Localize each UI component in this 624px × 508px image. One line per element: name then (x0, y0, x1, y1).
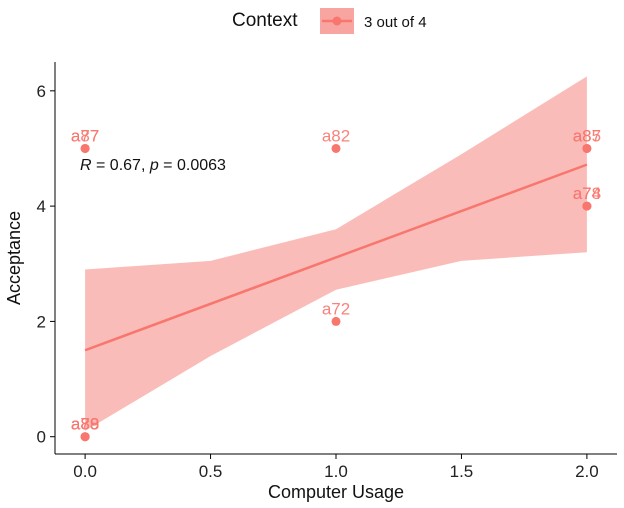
point-label: a79 (71, 415, 99, 434)
x-tick-label: 0.0 (73, 462, 97, 481)
p-symbol: p (149, 157, 159, 174)
legend: Context 3 out of 4 (232, 8, 427, 34)
point-label: a87 (573, 126, 601, 145)
correlation-annotation: R = 0.67, p = 0.0063 (80, 157, 226, 174)
legend-title: Context (232, 10, 298, 31)
data-point (80, 143, 90, 153)
r-value: = 0.67, (92, 157, 150, 174)
confidence-band (85, 76, 587, 431)
x-tick-label: 1.5 (450, 462, 474, 481)
point-label: a77 (71, 126, 99, 145)
point-label: a78 (573, 184, 601, 203)
data-point (331, 143, 341, 153)
regression-line (84, 163, 588, 352)
r-symbol: R (80, 157, 92, 174)
point-label: a87 (71, 126, 99, 145)
x-tick-label: 1.0 (324, 462, 348, 481)
point-label: a88 (71, 415, 99, 434)
data-point (331, 316, 341, 326)
y-tick-label: 6 (37, 82, 46, 101)
point-label: a74 (573, 184, 601, 203)
point-label: a89 (71, 415, 99, 434)
point-label: a72 (322, 299, 350, 318)
legend-series-label: 3 out of 4 (364, 14, 427, 31)
legend-key-point (332, 16, 342, 26)
y-axis-title: Acceptance (4, 211, 24, 305)
point-label: a82 (322, 126, 350, 145)
p-value: = 0.0063 (159, 157, 226, 174)
y-tick-label: 4 (37, 197, 46, 216)
point-label: a85 (573, 126, 601, 145)
data-point (582, 143, 592, 153)
data-point (582, 201, 592, 211)
data-point (80, 432, 90, 442)
x-tick-label: 2.0 (575, 462, 599, 481)
y-tick-label: 0 (37, 428, 46, 447)
x-tick-label: 0.5 (199, 462, 223, 481)
axis-ticks: 0.0 0.5 1.0 1.5 2.0 0 2 4 6 (37, 82, 599, 481)
y-tick-label: 2 (37, 312, 46, 331)
x-axis-title: Computer Usage (268, 482, 404, 502)
